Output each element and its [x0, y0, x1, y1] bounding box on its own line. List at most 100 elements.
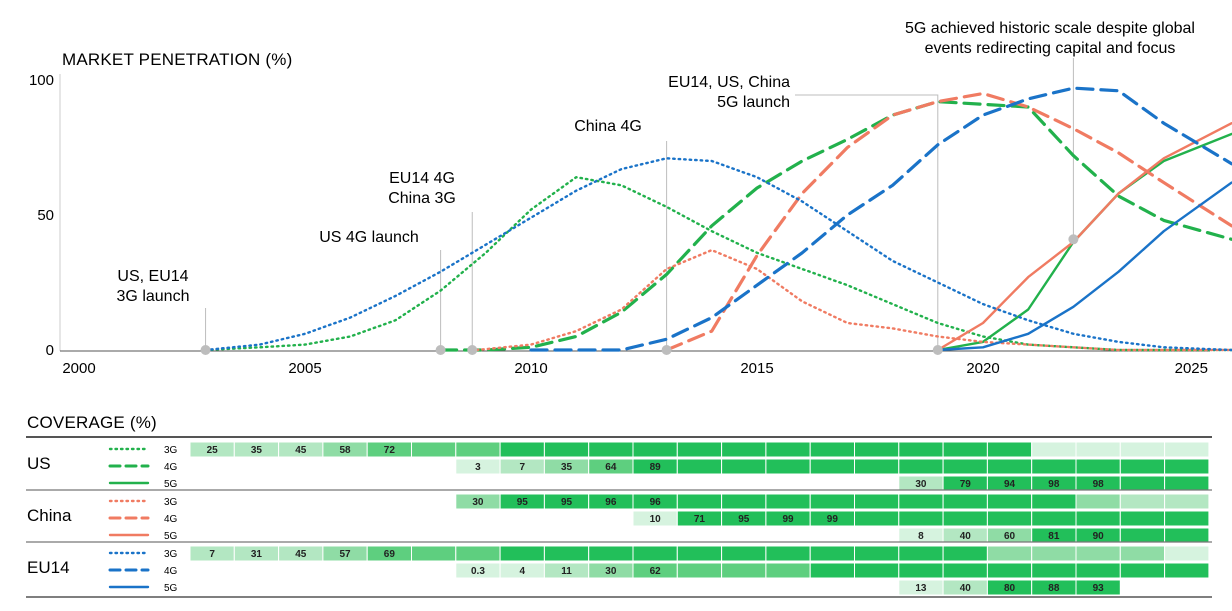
coverage-cell [854, 545, 900, 562]
region-label: China [27, 506, 72, 525]
coverage-cell [809, 441, 856, 458]
y-tick-label: 100 [29, 72, 54, 89]
coverage-value: 25 [207, 445, 219, 456]
generation-label: 4G [164, 566, 178, 577]
coverage-cell [1164, 510, 1210, 527]
annotation-marker [435, 345, 446, 355]
coverage-cell [588, 441, 634, 458]
x-tick-label: 2025 [1175, 360, 1208, 377]
coverage-cell [721, 562, 767, 579]
coverage-value: 45 [295, 445, 307, 456]
annotation-label: US, EU14 [117, 268, 188, 285]
coverage-cell [1031, 545, 1077, 562]
coverage-cell [721, 545, 767, 562]
coverage-cell [765, 493, 811, 510]
coverage-cell [1031, 441, 1077, 458]
coverage-value: 89 [650, 462, 662, 473]
series-line-eu14-3g [204, 157, 1232, 352]
coverage-cell [1164, 562, 1210, 579]
coverage-cell [1119, 510, 1166, 527]
coverage-value: 30 [472, 497, 484, 508]
annotation-label: events redirecting capital and focus [925, 40, 1176, 57]
coverage-cell [1075, 441, 1121, 458]
annotation-marker [661, 345, 672, 355]
generation-label: 5G [164, 583, 178, 594]
coverage-value: 35 [561, 462, 573, 473]
coverage-cell [809, 545, 856, 562]
coverage-cell [1031, 510, 1077, 527]
coverage-value: 60 [1004, 531, 1016, 542]
coverage-cell [854, 458, 900, 475]
coverage-cell [676, 458, 723, 475]
coverage-cell [1075, 562, 1121, 579]
annotation-leader [795, 94, 939, 350]
coverage-cell [1075, 493, 1121, 510]
x-tick-label: 2010 [514, 360, 547, 377]
coverage-cell [1075, 579, 1121, 596]
coverage-value: 98 [1048, 479, 1060, 490]
coverage-value: 95 [738, 514, 750, 525]
coverage-cell [676, 441, 723, 458]
coverage-value: 81 [1048, 531, 1060, 542]
coverage-cell [942, 562, 988, 579]
coverage-cell [588, 545, 634, 562]
annotation-label: China 3G [388, 190, 456, 207]
annotation-labels: US, EU14 3G launch US 4G launch EU14 4G Chin… [117, 20, 1195, 305]
annotation-lines [205, 58, 1074, 350]
coverage-value: 7 [209, 549, 215, 560]
coverage-cell [1164, 527, 1210, 544]
coverage-cell [721, 493, 767, 510]
coverage-value: 64 [605, 462, 617, 473]
coverage-cell [676, 493, 723, 510]
coverage-value: 80 [1004, 583, 1016, 594]
series-line-eu14-4g [529, 86, 1232, 352]
coverage-cell [765, 545, 811, 562]
y-tick-label: 0 [46, 342, 54, 359]
series-line-china-4g [665, 91, 1232, 352]
region-label: EU14 [27, 558, 70, 577]
coverage-cell [721, 458, 767, 475]
coverage-cell [765, 562, 811, 579]
coverage-cell [1119, 493, 1166, 510]
coverage-cell [411, 545, 457, 562]
coverage-cell [1164, 545, 1210, 562]
coverage-cell [765, 441, 811, 458]
generation-label: 4G [164, 514, 178, 525]
x-tick-label: 2020 [966, 360, 999, 377]
coverage-value: 88 [1048, 583, 1060, 594]
generation-label: 5G [164, 479, 178, 490]
y-tick-label: 50 [37, 207, 54, 224]
coverage-value: 96 [650, 497, 662, 508]
coverage-cell [1119, 527, 1166, 544]
annotation-label: 5G achieved historic scale despite globa… [905, 20, 1195, 37]
coverage-cell [455, 545, 501, 562]
coverage-cell [854, 493, 900, 510]
coverage-cell [986, 493, 1033, 510]
coverage-cell [411, 441, 457, 458]
annotation-label: EU14 4G [389, 170, 455, 187]
coverage-cell [942, 458, 988, 475]
coverage-value: 95 [517, 497, 529, 508]
coverage-cell [986, 441, 1033, 458]
coverage-cell [1031, 493, 1077, 510]
generation-label: 3G [164, 497, 178, 508]
coverage-cell [455, 441, 501, 458]
series-line-china-3g [475, 248, 1232, 352]
coverage-value: 71 [694, 514, 706, 525]
coverage-cell [809, 562, 856, 579]
coverage-value: 0.3 [471, 566, 485, 577]
coverage-cell [942, 545, 988, 562]
coverage-value: 31 [251, 549, 263, 560]
coverage-value: 69 [384, 549, 396, 560]
x-tick-label: 2000 [62, 360, 95, 377]
coverage-cell [809, 493, 856, 510]
coverage-value: 62 [650, 566, 662, 577]
coverage-cell [1164, 493, 1210, 510]
coverage-value: 93 [1093, 583, 1105, 594]
generation-label: 4G [164, 462, 178, 473]
coverage-cell [1119, 458, 1166, 475]
coverage-cell [942, 493, 988, 510]
generation-label: 3G [164, 549, 178, 560]
coverage-value: 3 [475, 462, 481, 473]
